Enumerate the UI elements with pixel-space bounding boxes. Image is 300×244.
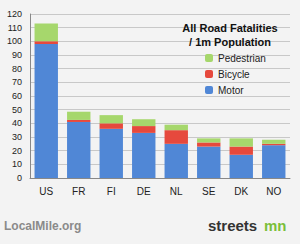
svg-text:100: 100	[7, 36, 22, 46]
svg-text:10: 10	[12, 159, 22, 169]
svg-text:Pedestrian: Pedestrian	[218, 53, 266, 64]
svg-text:/ 1m Population: / 1m Population	[189, 36, 271, 48]
svg-text:streets: streets	[208, 217, 257, 234]
svg-text:50: 50	[12, 105, 22, 115]
svg-text:DE: DE	[137, 186, 151, 197]
svg-text:All Road Fatalities: All Road Fatalities	[182, 22, 277, 34]
svg-text:0: 0	[17, 173, 22, 183]
svg-text:LocalMile.org: LocalMile.org	[4, 219, 81, 233]
svg-text:mn: mn	[264, 217, 287, 234]
svg-text:110: 110	[8, 23, 22, 33]
svg-text:40: 40	[12, 118, 22, 128]
svg-text:80: 80	[12, 64, 22, 74]
svg-text:NL: NL	[170, 186, 183, 197]
svg-text:90: 90	[12, 50, 22, 60]
svg-text:DK: DK	[234, 186, 248, 197]
svg-text:Motor: Motor	[218, 85, 244, 96]
svg-text:SE: SE	[202, 186, 216, 197]
svg-text:US: US	[39, 186, 53, 197]
svg-text:30: 30	[12, 132, 22, 142]
svg-text:Bicycle: Bicycle	[218, 69, 250, 80]
svg-text:FI: FI	[107, 186, 116, 197]
svg-text:120: 120	[7, 9, 22, 19]
svg-text:NO: NO	[266, 186, 281, 197]
svg-text:FR: FR	[72, 186, 85, 197]
svg-text:60: 60	[12, 91, 22, 101]
svg-text:70: 70	[12, 77, 22, 87]
svg-text:20: 20	[12, 146, 22, 156]
